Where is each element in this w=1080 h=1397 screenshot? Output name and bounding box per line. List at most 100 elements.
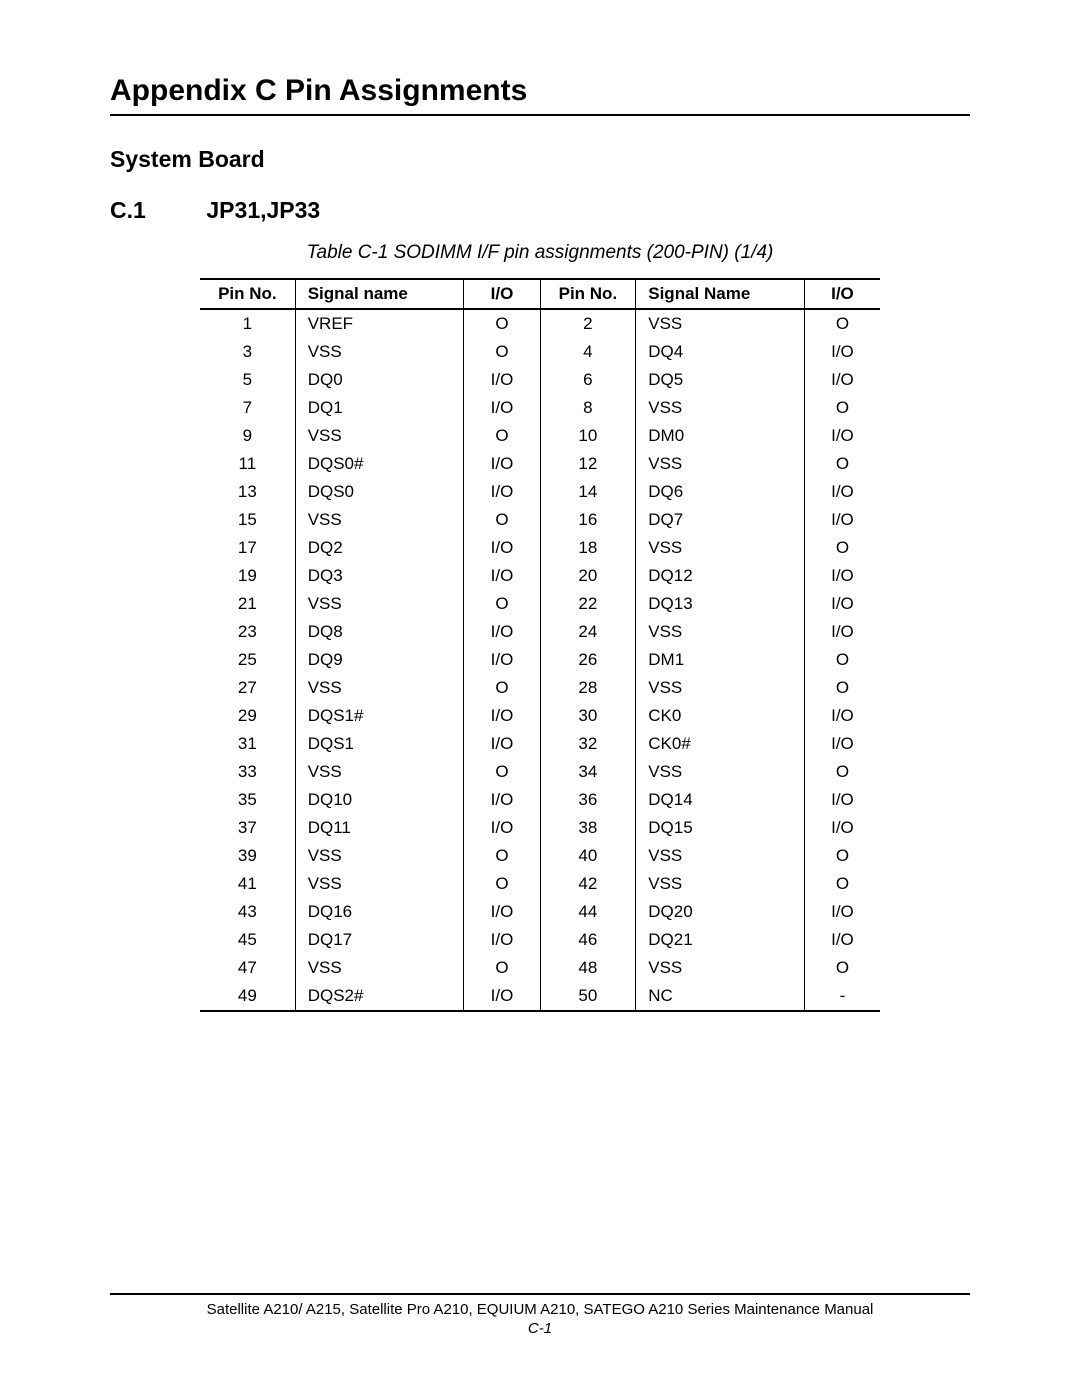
- table-cell: CK0#: [636, 730, 805, 758]
- table-row: 31DQS1I/O32CK0#I/O: [200, 730, 880, 758]
- table-cell: 42: [540, 870, 636, 898]
- table-row: 41VSSO42VSSO: [200, 870, 880, 898]
- table-cell: DQ4: [636, 338, 805, 366]
- table-cell: I/O: [804, 506, 880, 534]
- section-label: JP31,JP33: [206, 197, 320, 223]
- table-cell: 11: [200, 450, 295, 478]
- table-row: 33VSSO34VSSO: [200, 758, 880, 786]
- table-cell: O: [804, 309, 880, 338]
- table-cell: O: [464, 590, 540, 618]
- table-cell: I/O: [464, 478, 540, 506]
- table-cell: 40: [540, 842, 636, 870]
- table-cell: I/O: [804, 366, 880, 394]
- table-cell: O: [804, 450, 880, 478]
- table-row: 27VSSO28VSSO: [200, 674, 880, 702]
- table-cell: 19: [200, 562, 295, 590]
- pin-assignments-table: Pin No. Signal name I/O Pin No. Signal N…: [200, 278, 880, 1012]
- table-cell: 13: [200, 478, 295, 506]
- table-cell: DQ15: [636, 814, 805, 842]
- table-cell: 25: [200, 646, 295, 674]
- table-cell: DQ12: [636, 562, 805, 590]
- table-cell: 10: [540, 422, 636, 450]
- footer-page-number: C-1: [110, 1320, 970, 1337]
- table-cell: I/O: [804, 814, 880, 842]
- table-cell: NC: [636, 982, 805, 1011]
- table-cell: DQ5: [636, 366, 805, 394]
- table-cell: DQS1: [295, 730, 464, 758]
- table-row: 45DQ17I/O46DQ21I/O: [200, 926, 880, 954]
- table-cell: O: [804, 534, 880, 562]
- table-cell: O: [464, 309, 540, 338]
- table-cell: 23: [200, 618, 295, 646]
- table-cell: 29: [200, 702, 295, 730]
- table-cell: VSS: [295, 870, 464, 898]
- page-footer: Satellite A210/ A215, Satellite Pro A210…: [110, 1293, 970, 1337]
- table-cell: 43: [200, 898, 295, 926]
- table-cell: I/O: [464, 898, 540, 926]
- table-caption: Table C-1 SODIMM I/F pin assignments (20…: [110, 242, 970, 264]
- table-cell: I/O: [804, 590, 880, 618]
- table-cell: VSS: [636, 870, 805, 898]
- table-cell: VSS: [295, 954, 464, 982]
- table-cell: O: [464, 870, 540, 898]
- table-cell: 15: [200, 506, 295, 534]
- table-cell: DQS0#: [295, 450, 464, 478]
- section-heading: C.1 JP31,JP33: [110, 197, 970, 224]
- table-row: 15VSSO16DQ7I/O: [200, 506, 880, 534]
- table-cell: VSS: [636, 758, 805, 786]
- table-cell: 49: [200, 982, 295, 1011]
- table-cell: VSS: [636, 534, 805, 562]
- table-cell: I/O: [464, 562, 540, 590]
- table-cell: 12: [540, 450, 636, 478]
- table-cell: CK0: [636, 702, 805, 730]
- table-cell: VSS: [636, 394, 805, 422]
- table-cell: O: [804, 842, 880, 870]
- table-cell: 8: [540, 394, 636, 422]
- table-cell: O: [464, 506, 540, 534]
- table-cell: I/O: [464, 982, 540, 1011]
- table-cell: DQ6: [636, 478, 805, 506]
- table-cell: DQ7: [636, 506, 805, 534]
- table-cell: -: [804, 982, 880, 1011]
- table-cell: 9: [200, 422, 295, 450]
- table-row: 17DQ2I/O18VSSO: [200, 534, 880, 562]
- table-row: 13DQS0I/O14DQ6I/O: [200, 478, 880, 506]
- table-cell: VSS: [295, 338, 464, 366]
- table-cell: VSS: [636, 309, 805, 338]
- table-cell: 48: [540, 954, 636, 982]
- col-header: Pin No.: [200, 279, 295, 309]
- table-cell: I/O: [464, 814, 540, 842]
- table-cell: VSS: [636, 674, 805, 702]
- col-header: Signal Name: [636, 279, 805, 309]
- table-cell: DQS0: [295, 478, 464, 506]
- table-cell: O: [804, 394, 880, 422]
- col-header: I/O: [464, 279, 540, 309]
- table-cell: O: [464, 758, 540, 786]
- table-cell: 24: [540, 618, 636, 646]
- table-cell: DQ9: [295, 646, 464, 674]
- table-header: Pin No. Signal name I/O Pin No. Signal N…: [200, 279, 880, 309]
- table-cell: I/O: [804, 618, 880, 646]
- table-row: 25DQ9I/O26DM1O: [200, 646, 880, 674]
- table-cell: DQ2: [295, 534, 464, 562]
- table-row: 1VREFO2VSSO: [200, 309, 880, 338]
- table-cell: VSS: [295, 674, 464, 702]
- table-cell: VREF: [295, 309, 464, 338]
- table-row: 39VSSO40VSSO: [200, 842, 880, 870]
- table-cell: I/O: [804, 926, 880, 954]
- table-cell: O: [804, 954, 880, 982]
- table-cell: VSS: [295, 422, 464, 450]
- table-cell: 16: [540, 506, 636, 534]
- table-cell: 36: [540, 786, 636, 814]
- table-cell: 28: [540, 674, 636, 702]
- table-cell: 44: [540, 898, 636, 926]
- table-cell: 5: [200, 366, 295, 394]
- table-row: 43DQ16I/O44DQ20I/O: [200, 898, 880, 926]
- table-cell: O: [804, 870, 880, 898]
- footer-rule: [110, 1293, 970, 1295]
- table-cell: O: [464, 422, 540, 450]
- table-cell: I/O: [804, 730, 880, 758]
- table-cell: 21: [200, 590, 295, 618]
- table-cell: 7: [200, 394, 295, 422]
- table-cell: DQ16: [295, 898, 464, 926]
